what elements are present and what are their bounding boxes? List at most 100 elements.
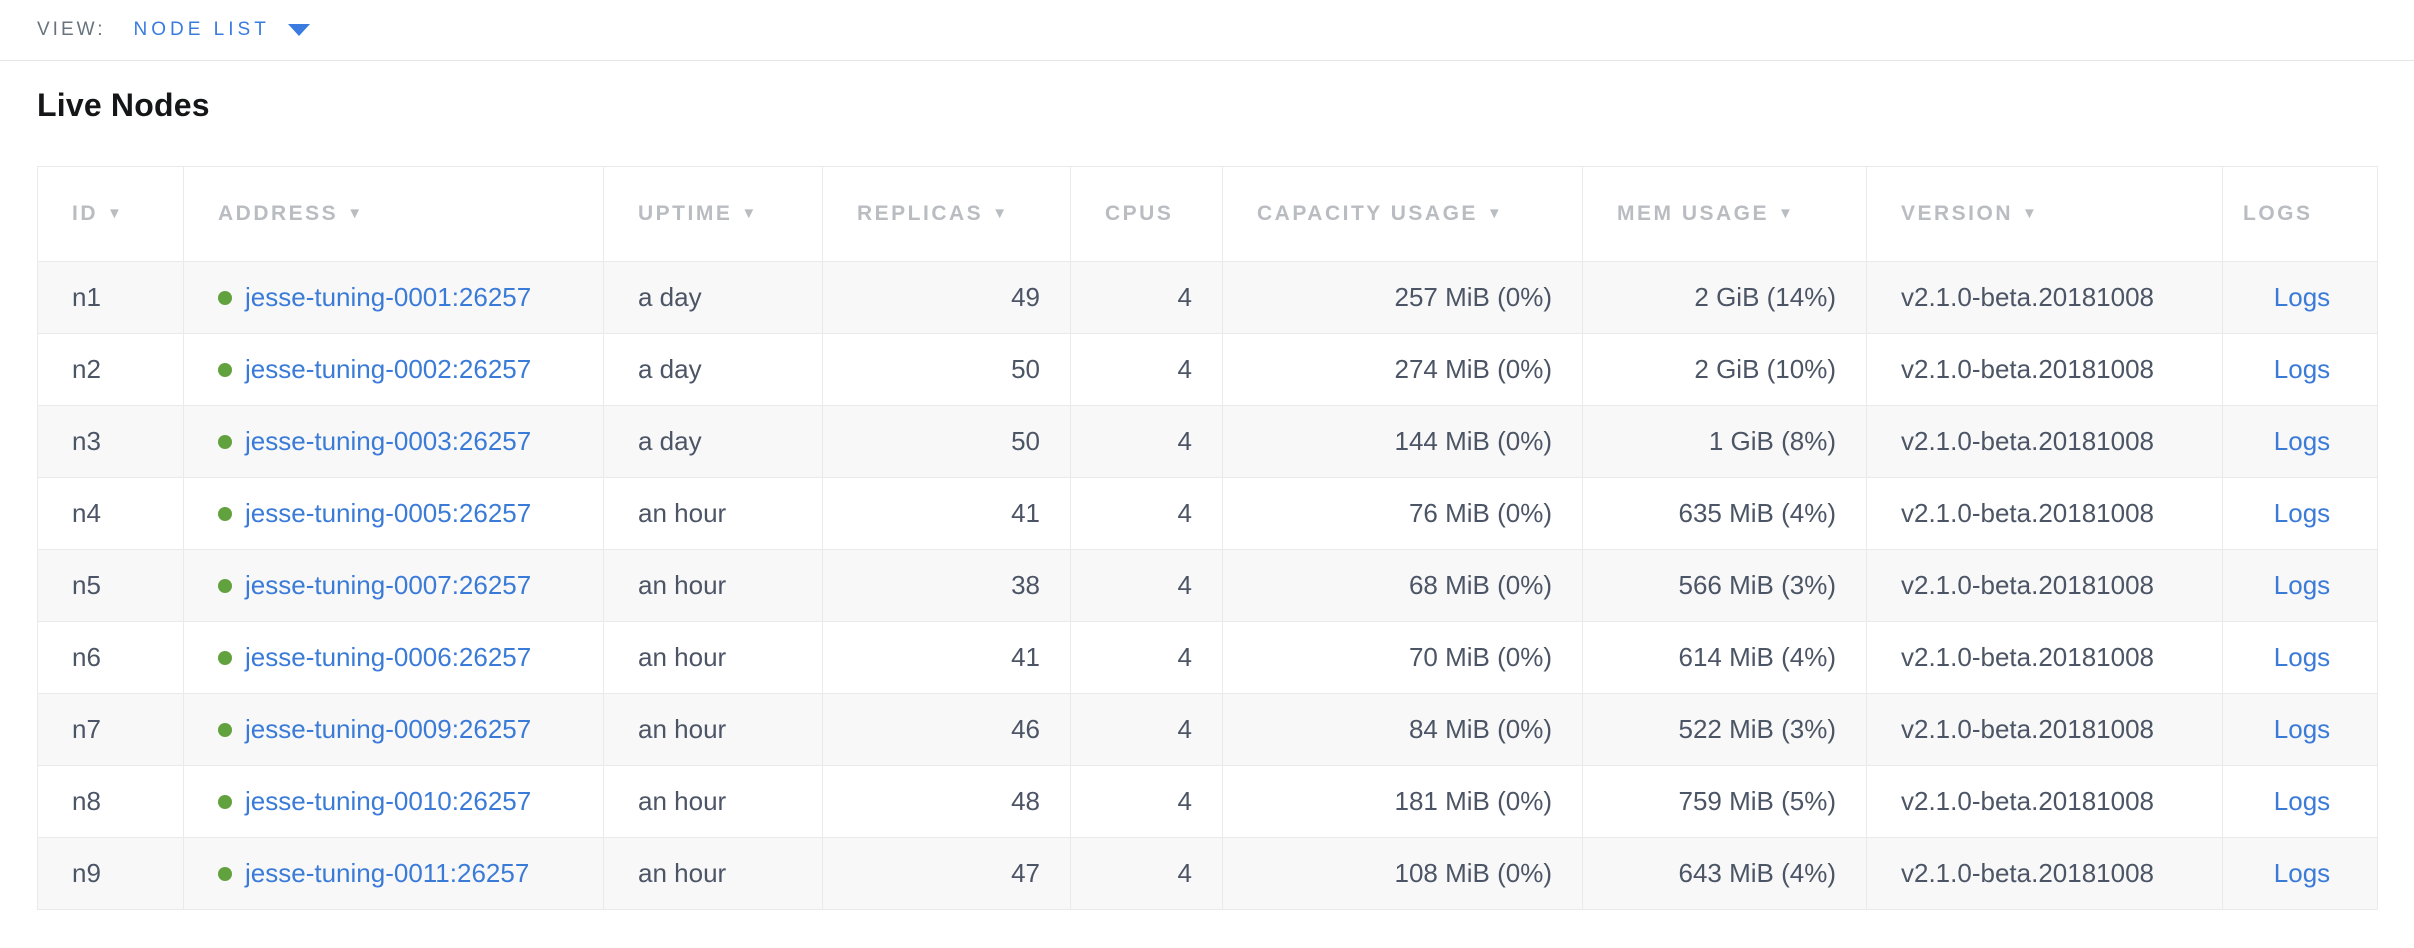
version-cell: v2.1.0-beta.20181008 (1866, 405, 2223, 478)
replicas-cell: 46 (822, 693, 1071, 766)
uptime-cell: an hour (603, 621, 823, 694)
live-nodes-table: ID ▼ ADDRESS ▼ UPTIME ▼ REPLICAS ▼ CPUS CAPA… (37, 166, 2378, 910)
node-status-healthy-icon (218, 579, 232, 593)
node-address-link[interactable]: jesse-tuning-0003:26257 (245, 426, 532, 456)
cpus-cell: 4 (1070, 693, 1223, 766)
mem-usage-cell: 2 GiB (10%) (1582, 333, 1867, 406)
node-row: n9 jesse-tuning-0011:26257 an hour 47 4 … (37, 837, 2378, 910)
main-content: Live Nodes ID ▼ ADDRESS ▼ UPTIME ▼ REPLICAS… (0, 87, 2414, 910)
node-row: n2 jesse-tuning-0002:26257 a day 50 4 27… (37, 333, 2378, 406)
node-address-cell: jesse-tuning-0010:26257 (183, 765, 604, 838)
mem-usage-cell: 614 MiB (4%) (1582, 621, 1867, 694)
uptime-cell: an hour (603, 765, 823, 838)
logs-cell: Logs (2222, 405, 2378, 478)
cpus-cell: 4 (1070, 549, 1223, 622)
replicas-cell: 49 (822, 261, 1071, 334)
column-header-replicas[interactable]: REPLICAS ▼ (822, 166, 1071, 262)
column-header-capacity-usage[interactable]: CAPACITY USAGE ▼ (1222, 166, 1583, 262)
cpus-cell: 4 (1070, 477, 1223, 550)
node-address-cell: jesse-tuning-0003:26257 (183, 405, 604, 478)
node-status-healthy-icon (218, 723, 232, 737)
sort-arrow-icon: ▼ (992, 205, 1010, 222)
node-address-link[interactable]: jesse-tuning-0001:26257 (245, 282, 532, 312)
view-selector-dropdown[interactable]: NODE LIST (134, 19, 310, 41)
node-status-healthy-icon (218, 867, 232, 881)
node-row: n4 jesse-tuning-0005:26257 an hour 41 4 … (37, 477, 2378, 550)
column-header-id[interactable]: ID ▼ (37, 166, 184, 262)
replicas-cell: 50 (822, 405, 1071, 478)
logs-link[interactable]: Logs (2273, 786, 2331, 816)
logs-link[interactable]: Logs (2273, 714, 2331, 744)
cpus-cell: 4 (1070, 837, 1223, 910)
logs-link[interactable]: Logs (2273, 858, 2331, 888)
version-cell: v2.1.0-beta.20181008 (1866, 477, 2223, 550)
mem-usage-cell: 635 MiB (4%) (1582, 477, 1867, 550)
logs-link[interactable]: Logs (2273, 282, 2331, 312)
mem-usage-cell: 1 GiB (8%) (1582, 405, 1867, 478)
node-row: n6 jesse-tuning-0006:26257 an hour 41 4 … (37, 621, 2378, 694)
version-cell: v2.1.0-beta.20181008 (1866, 333, 2223, 406)
node-id-cell: n6 (37, 621, 184, 694)
node-address-link[interactable]: jesse-tuning-0006:26257 (245, 642, 532, 672)
node-row: n8 jesse-tuning-0010:26257 an hour 48 4 … (37, 765, 2378, 838)
node-address-link[interactable]: jesse-tuning-0005:26257 (245, 498, 532, 528)
cpus-cell: 4 (1070, 765, 1223, 838)
logs-link[interactable]: Logs (2273, 642, 2331, 672)
node-id-cell: n4 (37, 477, 184, 550)
node-row: n1 jesse-tuning-0001:26257 a day 49 4 25… (37, 261, 2378, 334)
logs-cell: Logs (2222, 549, 2378, 622)
node-address-link[interactable]: jesse-tuning-0009:26257 (245, 714, 532, 744)
capacity-usage-cell: 76 MiB (0%) (1222, 477, 1583, 550)
column-header-cpus: CPUS (1070, 166, 1223, 262)
logs-link[interactable]: Logs (2273, 498, 2331, 528)
logs-link[interactable]: Logs (2273, 570, 2331, 600)
node-status-healthy-icon (218, 363, 232, 377)
mem-usage-cell: 2 GiB (14%) (1582, 261, 1867, 334)
node-status-healthy-icon (218, 507, 232, 521)
node-id-cell: n1 (37, 261, 184, 334)
node-address-link[interactable]: jesse-tuning-0007:26257 (245, 570, 532, 600)
table-header-row: ID ▼ ADDRESS ▼ UPTIME ▼ REPLICAS ▼ CPUS CAPA… (37, 166, 2378, 262)
uptime-cell: a day (603, 261, 823, 334)
replicas-cell: 41 (822, 621, 1071, 694)
capacity-usage-cell: 68 MiB (0%) (1222, 549, 1583, 622)
replicas-cell: 38 (822, 549, 1071, 622)
view-selector-value: NODE LIST (133, 19, 270, 40)
cpus-cell: 4 (1070, 333, 1223, 406)
node-row: n7 jesse-tuning-0009:26257 an hour 46 4 … (37, 693, 2378, 766)
sort-arrow-icon: ▼ (2022, 205, 2040, 222)
node-address-cell: jesse-tuning-0007:26257 (183, 549, 604, 622)
logs-link[interactable]: Logs (2273, 426, 2331, 456)
view-bar: VIEW: NODE LIST (0, 0, 2414, 61)
version-cell: v2.1.0-beta.20181008 (1866, 693, 2223, 766)
node-address-cell: jesse-tuning-0002:26257 (183, 333, 604, 406)
capacity-usage-cell: 274 MiB (0%) (1222, 333, 1583, 406)
node-address-link[interactable]: jesse-tuning-0011:26257 (245, 858, 530, 888)
column-header-uptime[interactable]: UPTIME ▼ (603, 166, 823, 262)
column-header-version[interactable]: VERSION ▼ (1866, 166, 2223, 262)
replicas-cell: 48 (822, 765, 1071, 838)
view-label: VIEW: (37, 19, 106, 40)
capacity-usage-cell: 181 MiB (0%) (1222, 765, 1583, 838)
cpus-cell: 4 (1070, 405, 1223, 478)
uptime-cell: an hour (603, 549, 823, 622)
replicas-cell: 47 (822, 837, 1071, 910)
node-address-cell: jesse-tuning-0001:26257 (183, 261, 604, 334)
sort-arrow-icon: ▼ (741, 205, 759, 222)
uptime-cell: an hour (603, 693, 823, 766)
node-address-link[interactable]: jesse-tuning-0002:26257 (245, 354, 532, 384)
logs-link[interactable]: Logs (2273, 354, 2331, 384)
column-header-mem-usage[interactable]: MEM USAGE ▼ (1582, 166, 1867, 262)
mem-usage-cell: 522 MiB (3%) (1582, 693, 1867, 766)
node-address-cell: jesse-tuning-0005:26257 (183, 477, 604, 550)
sort-arrow-icon: ▼ (1778, 205, 1796, 222)
mem-usage-cell: 759 MiB (5%) (1582, 765, 1867, 838)
node-address-cell: jesse-tuning-0011:26257 (183, 837, 604, 910)
cpus-cell: 4 (1070, 261, 1223, 334)
uptime-cell: an hour (603, 477, 823, 550)
sort-arrow-icon: ▼ (107, 205, 125, 222)
logs-cell: Logs (2222, 837, 2378, 910)
node-address-link[interactable]: jesse-tuning-0010:26257 (245, 786, 532, 816)
column-header-address[interactable]: ADDRESS ▼ (183, 166, 604, 262)
version-cell: v2.1.0-beta.20181008 (1866, 261, 2223, 334)
